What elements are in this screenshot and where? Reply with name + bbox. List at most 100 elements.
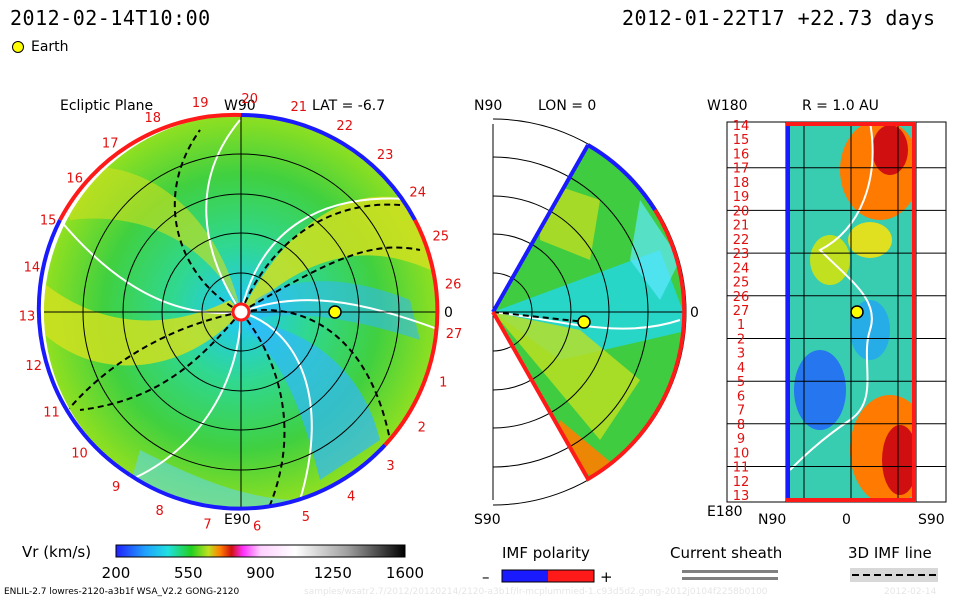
carrington-label: 10: [71, 446, 88, 461]
meridional-panel: N90 LON = 0 S90 0: [474, 98, 699, 528]
carrington-label: 8: [156, 504, 164, 519]
radial-horizontal-gridlines: [727, 167, 946, 467]
footer-left: ENLIL-2.7 lowres-2120-a3b1f WSA_V2.2 GON…: [4, 587, 240, 597]
carrington-label: 11: [43, 405, 60, 420]
meridional-right-label: 0: [690, 305, 699, 321]
imf-plus: +: [600, 568, 613, 586]
imf-polarity-legend: IMF polarity – +: [482, 544, 613, 586]
radial-y-tick: 15: [733, 133, 750, 148]
radial-y-tick: 11: [733, 461, 750, 476]
earth-marker-meridional: [577, 315, 591, 329]
radial-top-left-label: W180: [707, 98, 748, 114]
carrington-label: 5: [302, 510, 310, 525]
ecliptic-top-label: W90: [224, 98, 256, 114]
carrington-label: 16: [66, 171, 83, 186]
radial-bottom-n90: N90: [758, 512, 786, 528]
radial-r-label: R = 1.0 AU: [802, 98, 879, 114]
carrington-label: 15: [40, 213, 57, 228]
carrington-label: 26: [445, 278, 462, 293]
radial-y-tick: 23: [733, 247, 750, 262]
radial-y-tick: 12: [733, 475, 750, 490]
ecliptic-right-label: 0: [444, 305, 453, 321]
ecliptic-panel: Ecliptic Plane W90 LAT = -6.7 E90 0 19 20…: [19, 92, 463, 534]
earth-marker-ecliptic: [328, 305, 342, 319]
ecliptic-rim-negative-2: [128, 443, 387, 511]
meridional-rim-neg: [586, 143, 657, 212]
radial-y-tick: 26: [733, 290, 750, 305]
earth-legend-label: Earth: [31, 39, 69, 55]
radial-bottom-s90: S90: [918, 512, 945, 528]
carrington-label: 24: [409, 185, 426, 200]
carrington-label: 18: [145, 111, 162, 126]
carrington-label: 22: [336, 119, 353, 134]
radial-y-tick: 10: [733, 446, 750, 461]
radial-y-tick: 24: [733, 261, 750, 276]
radial-y-tick: 4: [737, 361, 745, 376]
imf-line-legend: 3D IMF line: [848, 544, 938, 582]
ecliptic-field-lines: [59, 119, 438, 506]
ecliptic-rim-positive-2: [58, 112, 242, 221]
imf-swatch-border: [501, 569, 595, 583]
colorbar-tick-label: 1600: [386, 564, 424, 582]
radial-y-tick: 3: [737, 347, 745, 362]
colorbar-tick-label: 900: [246, 564, 275, 582]
colorbar-tick-label: 550: [174, 564, 203, 582]
colorbar: Vr (km/s) 200 550 900 1250 1600: [22, 543, 424, 582]
current-sheath-title: Current sheath: [670, 544, 782, 562]
colorbar-label: Vr (km/s): [22, 543, 91, 561]
ecliptic-rim-positive: [383, 219, 440, 447]
imf-line-title: 3D IMF line: [848, 544, 932, 562]
footer-middle: samples/wsatr2.7/2012/20120214/2120-a3b1…: [304, 587, 768, 597]
radial-y-tick: 21: [733, 219, 750, 234]
radial-y-tick: 13: [733, 489, 750, 504]
right-offset: +22.73 days: [797, 6, 936, 30]
meridional-bottom-label: S90: [474, 512, 501, 528]
carrington-label: 1: [439, 376, 447, 391]
radial-y-tick-labels: 1415161718192021222324252627123456789101…: [733, 119, 750, 504]
radial-y-tick: 1: [737, 318, 745, 333]
earth-marker-radial: [850, 305, 864, 319]
radial-y-tick: 2: [737, 333, 745, 348]
ecliptic-bottom-label: E90: [224, 512, 251, 528]
right-timestamp: 2012-01-22T17 +22.73 days: [622, 6, 936, 30]
ecliptic-lat-label: LAT = -6.7: [312, 98, 385, 114]
radial-y-tick: 27: [733, 304, 750, 319]
current-sheath-legend: Current sheath: [670, 544, 782, 580]
carrington-label: 17: [102, 137, 119, 152]
sun-inner-boundary: [231, 302, 251, 322]
carrington-label: 9: [112, 480, 120, 495]
left-timestamp: 2012-02-14T10:00: [10, 6, 211, 30]
radial-y-tick: 6: [737, 389, 745, 404]
colorbar-gradient: [115, 544, 406, 558]
radial-y-tick: 9: [737, 432, 745, 447]
radial-y-tick: 17: [733, 162, 750, 177]
imf-polarity-title: IMF polarity: [502, 544, 590, 562]
carrington-label: 12: [25, 359, 42, 374]
colorbar-tick-label: 200: [102, 564, 131, 582]
meridional-lon-label: LON = 0: [538, 98, 596, 114]
ecliptic-title: Ecliptic Plane: [60, 98, 153, 114]
meridional-rim-north: [491, 144, 590, 313]
carrington-label: 20: [241, 92, 258, 107]
carrington-label: 13: [19, 310, 36, 325]
carrington-label: 21: [291, 100, 308, 115]
footer-right: 2012-02-14: [884, 587, 937, 597]
radial-panel: 1415161718192021222324252627123456789101…: [707, 98, 947, 528]
radial-y-tick: 14: [733, 119, 750, 134]
radial-y-tick: 18: [733, 176, 750, 191]
carrington-label: 19: [192, 96, 209, 111]
radial-y-tick: 16: [733, 148, 750, 163]
ecliptic-rim-negative: [240, 113, 417, 221]
sheath-line-2: [682, 577, 778, 580]
radial-bottom-left-label: E180: [707, 504, 743, 520]
imf-line-bg: [850, 568, 938, 582]
carrington-label: 14: [24, 260, 41, 275]
meridional-top-label: N90: [474, 98, 502, 114]
imf-positive-swatch: [548, 570, 594, 582]
imf-minus: –: [482, 568, 490, 586]
radial-y-tick: 5: [737, 375, 745, 390]
carrington-label: 23: [377, 148, 394, 163]
radial-bottom-zero: 0: [842, 512, 851, 528]
radial-y-tick: 7: [737, 404, 745, 419]
